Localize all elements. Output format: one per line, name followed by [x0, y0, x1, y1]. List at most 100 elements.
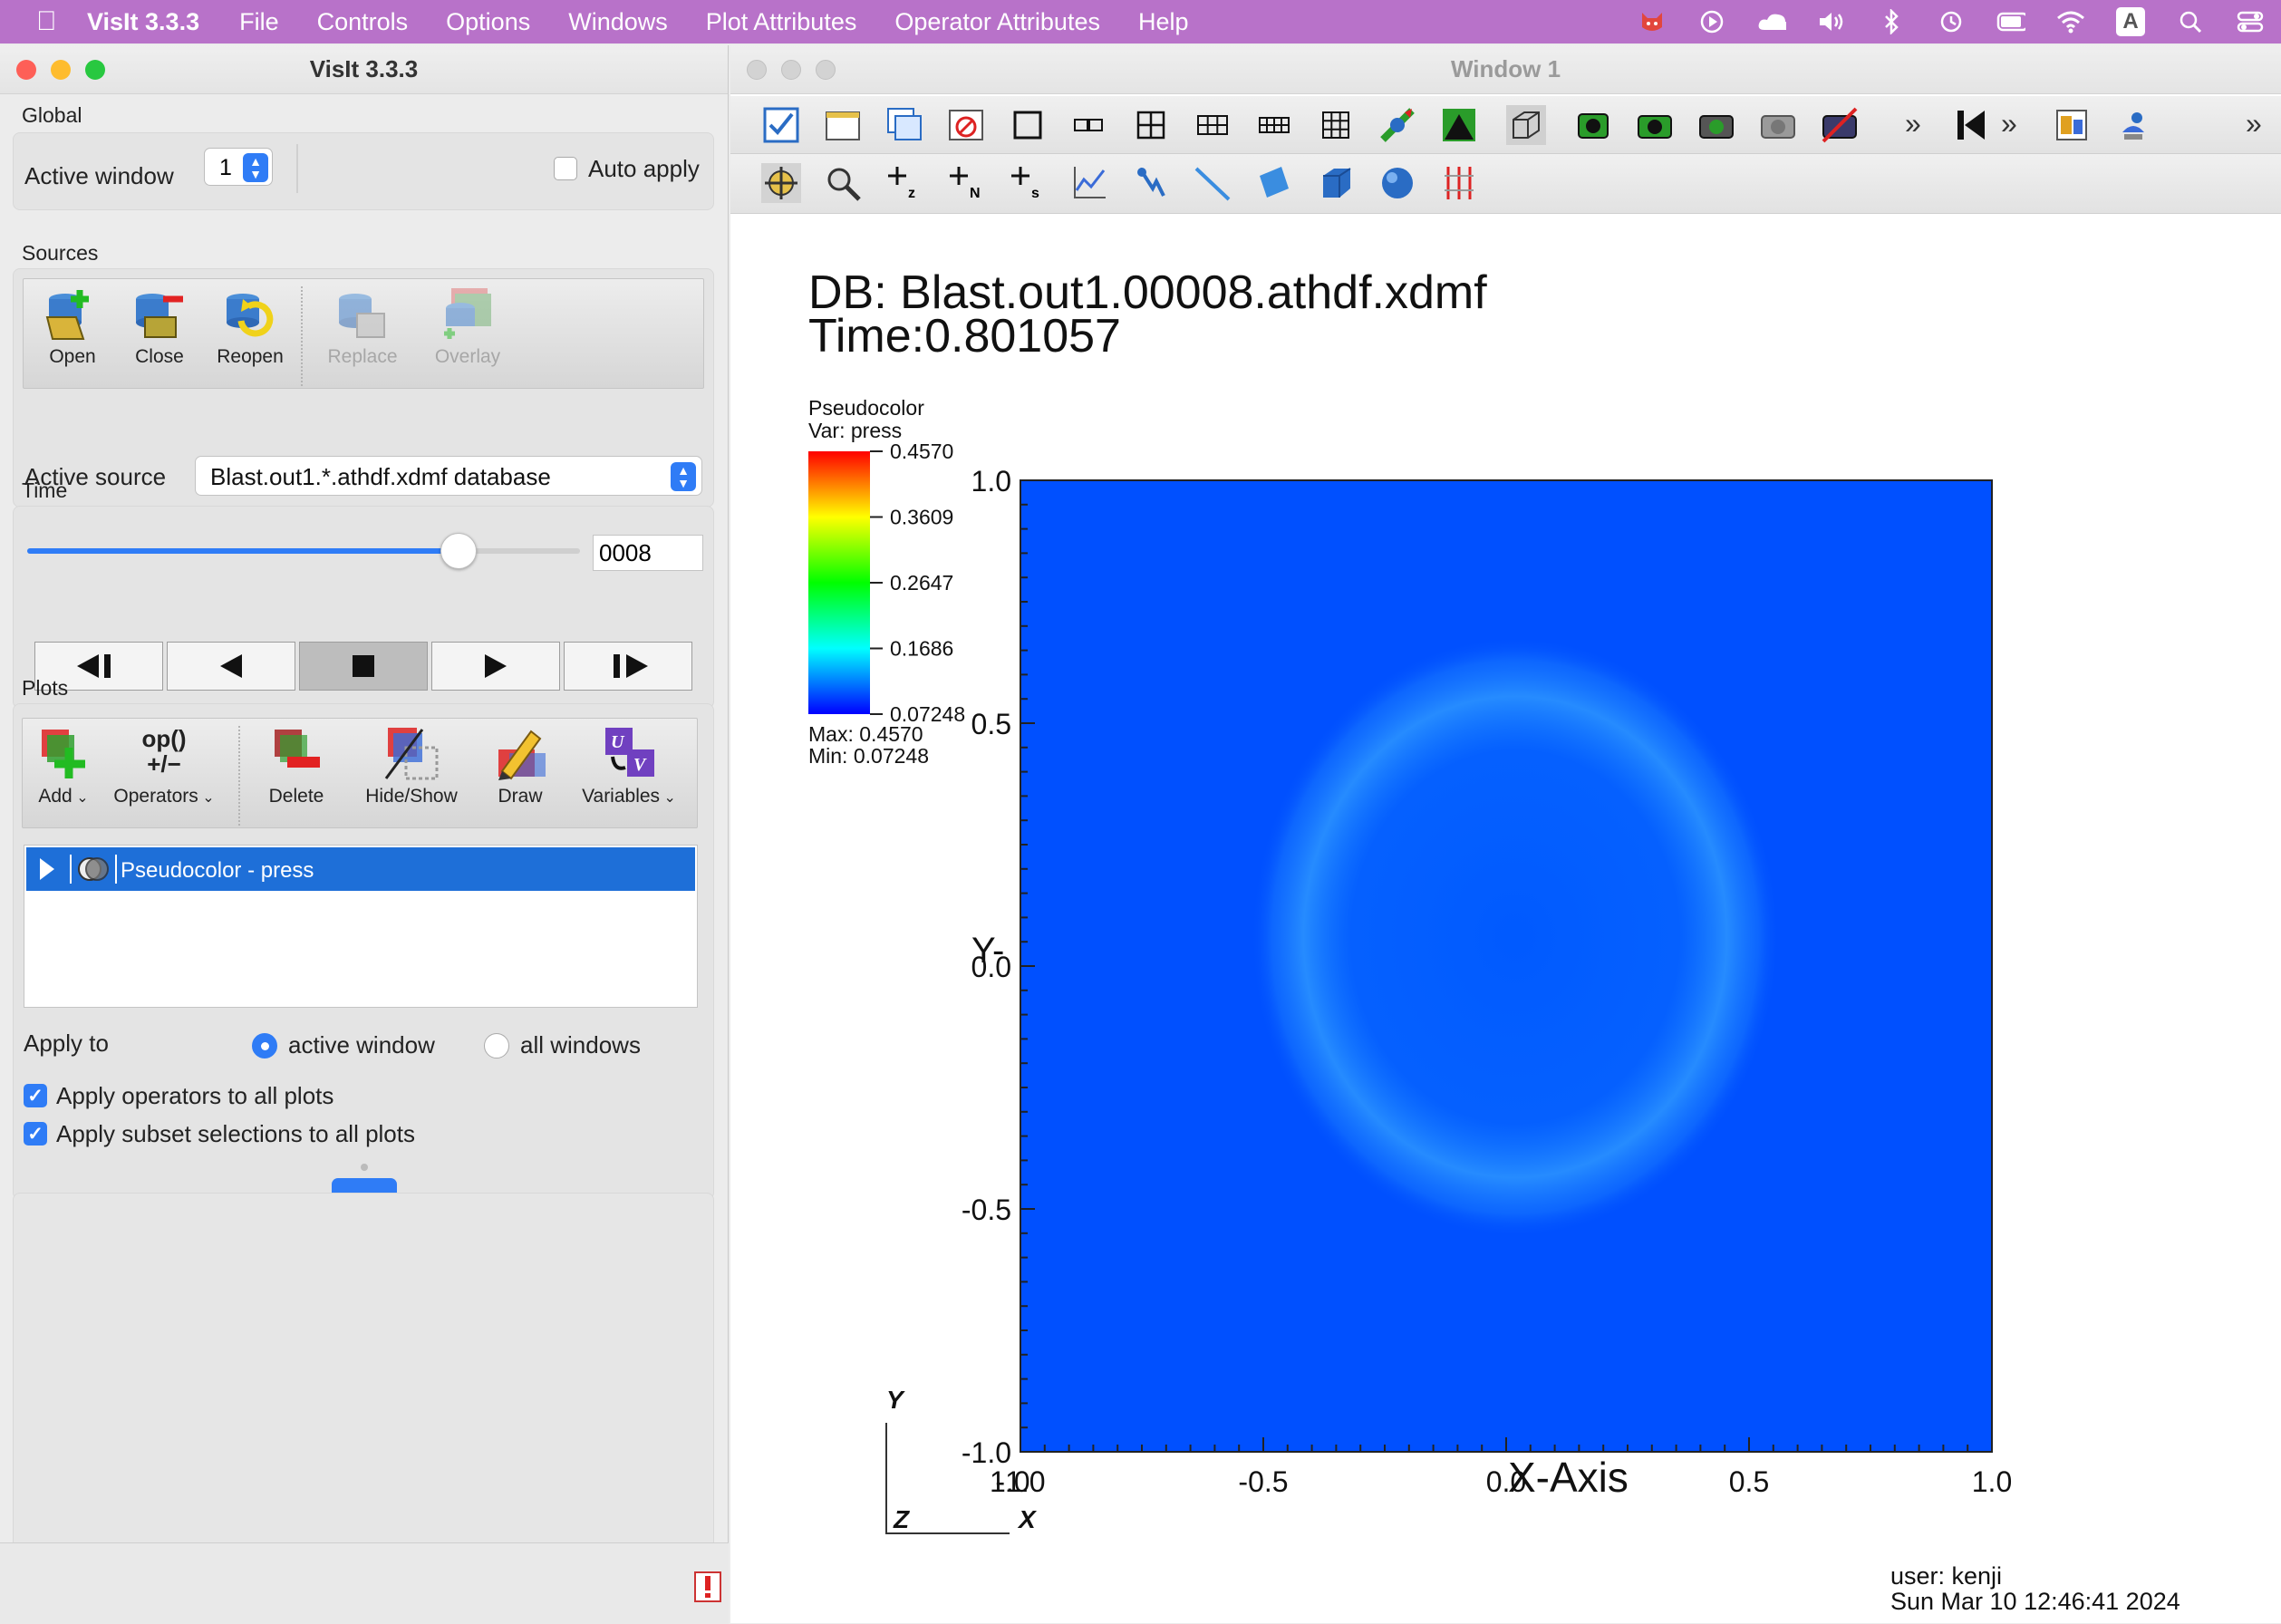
stop-button[interactable]: [299, 642, 428, 691]
sphere-tool-icon[interactable]: [1377, 163, 1417, 203]
zoom-window-button[interactable]: [816, 59, 836, 80]
bluetooth-icon[interactable]: [1877, 8, 1906, 35]
visibility-toggle-icon[interactable]: [75, 853, 111, 892]
minimize-window-button[interactable]: [781, 59, 801, 80]
apply-active-window-radio[interactable]: [252, 1033, 277, 1058]
menu-plot-attributes[interactable]: Plot Attributes: [705, 7, 857, 35]
minimize-window-button[interactable]: [51, 59, 71, 80]
plot-canvas[interactable]: DB: Blast.out1.00008.athdf.xdmf Time:0.8…: [730, 214, 2281, 1623]
select-arrows-icon[interactable]: ▲ ▼: [671, 462, 696, 491]
zoom-window-button[interactable]: [85, 59, 105, 80]
box-tool-icon[interactable]: [1316, 163, 1356, 203]
menu-options[interactable]: Options: [446, 7, 531, 35]
layout-2x2-icon[interactable]: [1131, 105, 1171, 145]
active-window-spinbox[interactable]: 1 ▲ ▼: [204, 148, 273, 186]
3d-box-icon[interactable]: [1506, 105, 1546, 145]
plane-tool-icon[interactable]: [1254, 163, 1294, 203]
y-tick-label: 0.0: [971, 951, 1011, 983]
navigate-mode-icon[interactable]: [761, 163, 801, 203]
open-button[interactable]: Open: [27, 286, 118, 368]
pick-zone-icon[interactable]: z: [884, 163, 924, 203]
layout-2x4-icon[interactable]: [1254, 105, 1294, 145]
delete-plot-button[interactable]: Delete: [251, 726, 342, 807]
cloud-icon[interactable]: [1757, 8, 1786, 35]
layout-3x3-icon[interactable]: [1316, 105, 1356, 145]
layout-1x1-icon[interactable]: [1008, 105, 1048, 145]
save-movie-icon[interactable]: [1573, 105, 1613, 145]
active-source-select[interactable]: Blast.out1.*.athdf.xdmf database ▲ ▼: [195, 456, 702, 496]
more-tools-icon[interactable]: »: [2246, 107, 2262, 140]
volume-icon[interactable]: [1817, 8, 1846, 35]
apply-subsets-checkbox[interactable]: ✓: [24, 1122, 47, 1146]
operators-button[interactable]: op() +/− Operators ⌄: [110, 726, 218, 807]
output-alert-icon[interactable]: [694, 1571, 721, 1602]
play-circle-icon[interactable]: [1697, 8, 1726, 35]
search-icon[interactable]: [2176, 8, 2205, 35]
plot-list-item[interactable]: Pseudocolor - press: [26, 847, 695, 891]
menu-windows[interactable]: Windows: [568, 7, 668, 35]
camera-green-icon[interactable]: [1635, 105, 1675, 145]
axis-restriction-icon[interactable]: [1439, 163, 1479, 203]
apply-operators-checkbox[interactable]: ✓: [24, 1084, 47, 1107]
lightbulb-lamp-icon[interactable]: [2113, 105, 2153, 145]
step-forward-button[interactable]: [564, 642, 692, 691]
overlay-button[interactable]: Overlay: [422, 286, 513, 368]
menu-file[interactable]: File: [239, 7, 279, 35]
more-tools-icon[interactable]: »: [1905, 107, 1921, 140]
close-window-button[interactable]: [747, 59, 767, 80]
clone-window-icon[interactable]: [884, 105, 924, 145]
menu-operator-attributes[interactable]: Operator Attributes: [894, 7, 1100, 35]
reopen-button[interactable]: Reopen: [205, 286, 295, 368]
plots-toolbar: Add ⌄ op() +/− Operators ⌄ Delete Hide/S…: [22, 718, 698, 828]
delete-window-icon[interactable]: [946, 105, 986, 145]
layout-2x3-icon[interactable]: [1193, 105, 1232, 145]
expand-arrow-icon[interactable]: [37, 856, 57, 888]
active-window-label: Active window: [24, 162, 174, 189]
point-tool-icon[interactable]: [1131, 163, 1171, 203]
play-button[interactable]: [431, 642, 560, 691]
layout-1x2-icon[interactable]: [1069, 105, 1109, 145]
input-source-icon[interactable]: A: [2116, 7, 2145, 36]
step-back-button[interactable]: [34, 642, 163, 691]
spinner-arrows-icon[interactable]: ▲ ▼: [243, 153, 268, 182]
creature-icon[interactable]: [1638, 8, 1667, 35]
draw-button[interactable]: Draw: [479, 726, 561, 807]
stop-icon: [353, 655, 374, 677]
wifi-icon[interactable]: [2056, 8, 2085, 35]
clear-plots-icon[interactable]: [761, 105, 801, 145]
menu-app-name[interactable]: VisIt 3.3.3: [87, 7, 200, 35]
add-window-icon[interactable]: [823, 105, 863, 145]
annotation-icon[interactable]: [2052, 105, 2092, 145]
pick-spreadsheet-icon[interactable]: s: [1008, 163, 1048, 203]
camera-icon[interactable]: [1696, 105, 1736, 145]
lock-view-icon[interactable]: [1377, 105, 1417, 145]
lineout-icon[interactable]: [1069, 163, 1109, 203]
close-source-button[interactable]: Close: [114, 286, 205, 368]
hide-show-button[interactable]: Hide/Show: [353, 726, 470, 807]
close-window-button[interactable]: [16, 59, 36, 80]
apple-menu-icon[interactable]: : [36, 6, 87, 37]
auto-apply-checkbox[interactable]: [554, 157, 577, 180]
plot-list[interactable]: Pseudocolor - press: [24, 845, 698, 1008]
control-center-icon[interactable]: [2236, 8, 2265, 35]
time-state-field[interactable]: 0008: [593, 535, 703, 571]
animation-back-icon[interactable]: [1952, 105, 1992, 145]
menu-controls[interactable]: Controls: [316, 7, 409, 35]
apply-subsets-label: Apply subset selections to all plots: [56, 1120, 415, 1147]
battery-icon[interactable]: [1996, 8, 2025, 35]
more-tools-icon[interactable]: »: [2001, 107, 2017, 140]
add-plot-button[interactable]: Add ⌄: [23, 726, 104, 807]
replace-button[interactable]: Replace: [317, 286, 408, 368]
line-tool-icon[interactable]: [1193, 163, 1232, 203]
time-slider-handle[interactable]: [440, 533, 477, 569]
zoom-mode-icon[interactable]: [823, 163, 863, 203]
camera-gray-icon[interactable]: [1758, 105, 1798, 145]
pick-node-icon[interactable]: N: [946, 163, 986, 203]
menu-help[interactable]: Help: [1137, 7, 1189, 35]
camera-red-icon[interactable]: [1820, 105, 1860, 145]
reverse-play-button[interactable]: [167, 642, 295, 691]
time-machine-icon[interactable]: [1937, 8, 1966, 35]
apply-all-windows-radio[interactable]: [484, 1033, 509, 1058]
lock-time-icon[interactable]: [1439, 105, 1479, 145]
